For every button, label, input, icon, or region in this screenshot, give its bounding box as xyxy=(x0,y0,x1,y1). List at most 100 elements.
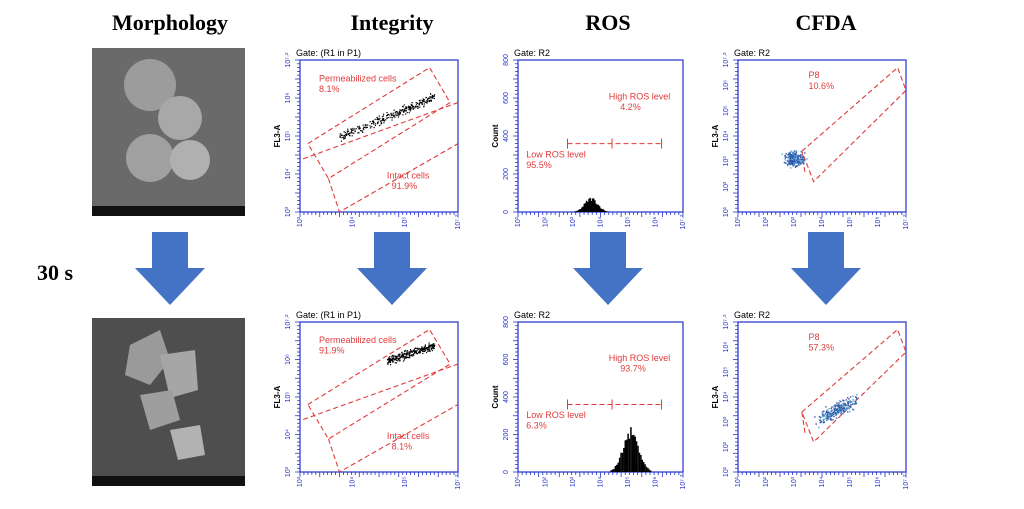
gate-percent: 8.1% xyxy=(392,442,413,452)
histogram-bar xyxy=(605,211,608,212)
event-dot xyxy=(405,106,407,108)
event-dot xyxy=(834,412,837,415)
event-dot xyxy=(352,129,355,131)
gate-percent: 91.9% xyxy=(319,346,345,356)
arrows xyxy=(135,232,861,305)
event-dot xyxy=(425,100,428,102)
event-dot xyxy=(827,413,830,415)
event-dot xyxy=(794,159,797,161)
event-dot xyxy=(406,356,408,358)
event-dot xyxy=(392,361,394,363)
event-dot xyxy=(400,356,402,358)
event-dot xyxy=(365,124,367,126)
event-dot xyxy=(433,346,435,348)
gate xyxy=(801,66,907,183)
event-dot xyxy=(822,412,824,415)
event-dot xyxy=(826,419,828,421)
event-dot xyxy=(842,399,844,401)
event-dot xyxy=(840,404,842,406)
event-dot xyxy=(846,400,849,403)
event-dot xyxy=(791,151,794,154)
event-dot xyxy=(421,101,423,104)
event-dot xyxy=(345,133,348,135)
event-dot xyxy=(381,116,384,118)
event-dot xyxy=(395,356,398,358)
event-dot xyxy=(377,117,379,119)
gate-name: P8 xyxy=(809,70,820,80)
event-dot xyxy=(401,353,403,355)
event-dot xyxy=(379,124,381,127)
histogram-bar xyxy=(597,204,600,212)
gate-label: Gate: (R1 in P1) xyxy=(296,48,361,58)
y-tick-label: 600 xyxy=(503,354,510,366)
sem-image xyxy=(92,48,245,216)
event-dot xyxy=(408,351,411,354)
event-dot xyxy=(391,354,393,357)
event-dot xyxy=(404,108,406,110)
event-dot xyxy=(430,99,432,101)
event-dot xyxy=(784,159,786,161)
x-tick-label: 10⁷·² xyxy=(455,474,462,490)
y-axis-label: Count xyxy=(491,385,500,408)
flow-plot: Gate: (R1 in P1) FL3-A 10³ 10⁴ 10⁵ 10⁷·² 10³ 10… xyxy=(273,48,462,229)
event-dot xyxy=(786,156,788,159)
event-dot xyxy=(792,165,794,167)
event-dot xyxy=(837,413,839,415)
x-tick-label: 10⁷·² xyxy=(680,214,687,230)
event-dot xyxy=(835,413,838,415)
event-dot xyxy=(401,351,403,353)
x-tick-label: 10⁷·² xyxy=(903,214,910,230)
event-dot xyxy=(801,155,804,157)
event-dot xyxy=(395,115,397,117)
event-dot xyxy=(392,360,394,362)
histogram-bar xyxy=(576,210,578,212)
event-dot xyxy=(789,160,791,162)
event-dot xyxy=(791,159,793,162)
event-dot xyxy=(427,347,429,349)
event-dot xyxy=(848,398,850,400)
gate-name: Permeabilized cells xyxy=(319,73,397,83)
event-dot xyxy=(410,105,412,107)
gate-name: Permeabilized cells xyxy=(319,335,397,345)
y-tick-label: 10⁷·² xyxy=(285,314,292,330)
event-dot xyxy=(842,408,844,410)
y-tick-label: 10⁵ xyxy=(723,105,730,116)
event-dot xyxy=(804,152,806,154)
event-dot xyxy=(413,105,415,108)
event-dot xyxy=(398,112,400,115)
event-dot xyxy=(399,113,401,115)
event-dot xyxy=(845,407,848,409)
event-dot xyxy=(826,412,829,414)
event-dot xyxy=(392,354,394,356)
event-dot xyxy=(416,106,418,108)
event-dot xyxy=(785,162,788,164)
event-dot xyxy=(423,348,425,350)
event-dot xyxy=(406,107,408,109)
event-dot xyxy=(416,106,419,108)
gate-percent: 57.3% xyxy=(809,343,835,353)
event-dot xyxy=(396,358,398,360)
event-dot xyxy=(409,110,411,112)
event-dot xyxy=(801,158,803,160)
event-dot xyxy=(418,103,420,105)
y-tick-label: 10⁴ xyxy=(723,131,730,142)
event-dot xyxy=(841,408,843,410)
event-dot xyxy=(801,161,803,164)
event-dot xyxy=(415,102,417,104)
gate-name: High ROS level xyxy=(609,92,671,102)
event-dot xyxy=(396,355,398,358)
event-dot xyxy=(434,344,436,346)
gate-name: Low ROS level xyxy=(526,410,586,420)
event-dot xyxy=(418,350,421,352)
event-dot xyxy=(399,356,402,358)
event-dot xyxy=(417,105,419,107)
event-dot xyxy=(790,163,792,165)
event-dot xyxy=(793,156,796,159)
event-dot xyxy=(363,126,365,128)
event-dot xyxy=(408,107,410,109)
y-tick-label: 200 xyxy=(503,429,510,441)
event-dot xyxy=(393,109,395,111)
event-dot xyxy=(426,347,428,349)
event-dot xyxy=(413,353,415,355)
gate-percent: 6.3% xyxy=(526,421,547,431)
